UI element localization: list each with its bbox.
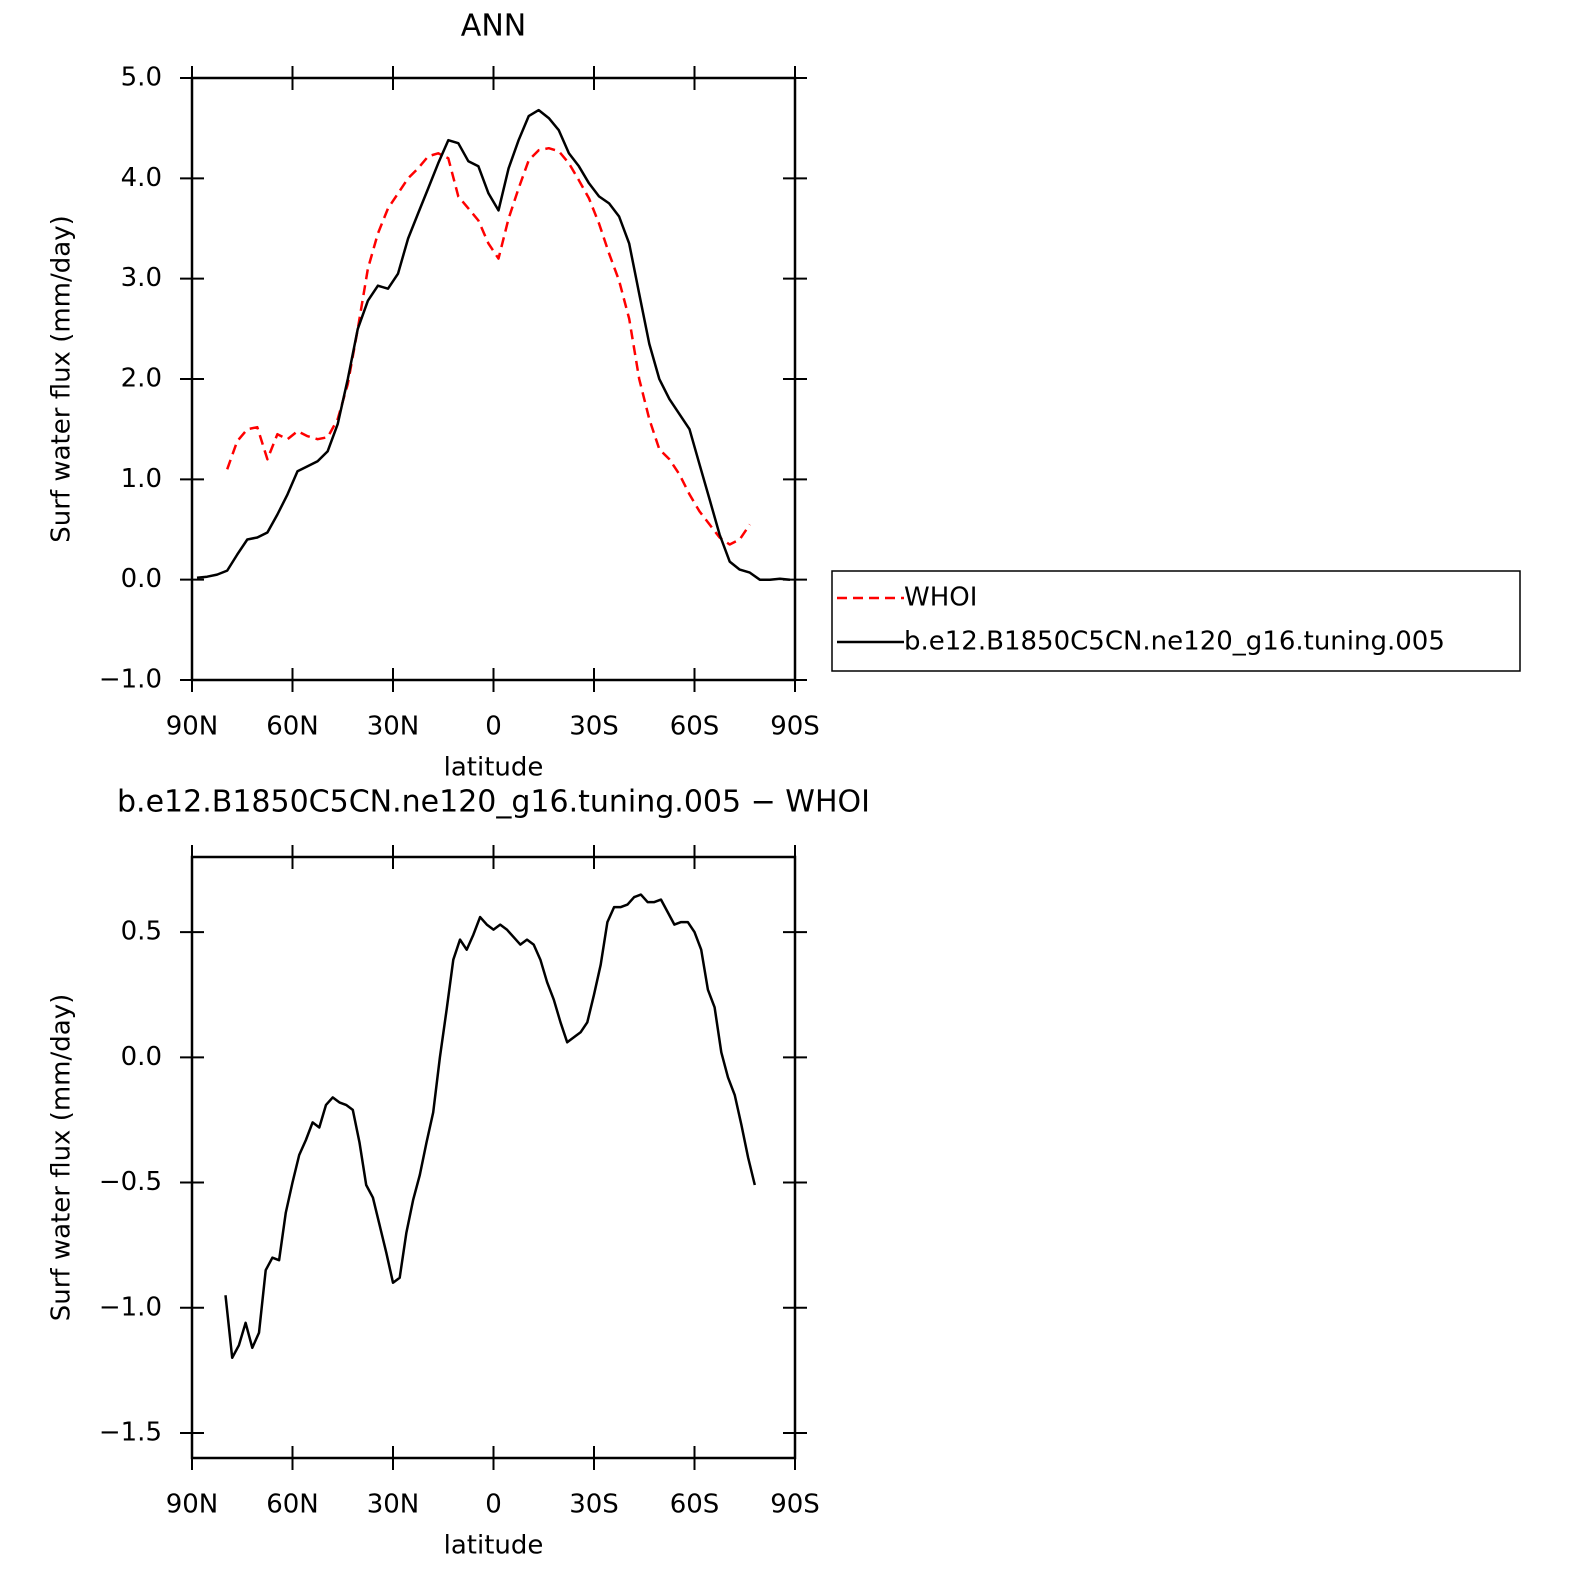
- y-tick-label: 0.5: [121, 917, 162, 947]
- y-tick-label: 5.0: [121, 63, 162, 93]
- plot-frame: [190, 855, 797, 1460]
- y-axis-label: Surf water flux (mm/day): [47, 994, 77, 1321]
- x-axis-label: latitude: [444, 1531, 544, 1561]
- legend-box: [831, 570, 1521, 672]
- x-tick-label: 60S: [670, 712, 720, 742]
- x-axis-label: latitude: [444, 753, 544, 783]
- x-tick-label: 60N: [266, 1490, 319, 1520]
- x-tick-label: 90N: [166, 712, 219, 742]
- chart-title: b.e12.B1850C5CN.ne120_g16.tuning.005 − W…: [117, 785, 870, 820]
- x-tick-label: 0: [485, 1490, 502, 1520]
- y-tick-label: 4.0: [121, 163, 162, 193]
- chart-title: ANN: [461, 9, 526, 44]
- plot-frame: [190, 76, 797, 682]
- legend-label: WHOI: [904, 583, 977, 613]
- x-tick-label: 30N: [367, 712, 420, 742]
- y-tick-label: 1.0: [121, 464, 162, 494]
- x-tick-label: 30S: [569, 712, 619, 742]
- x-tick-label: 30N: [367, 1490, 420, 1520]
- x-tick-label: 90S: [770, 712, 820, 742]
- x-tick-label: 0: [485, 712, 502, 742]
- legend-label: b.e12.B1850C5CN.ne120_g16.tuning.005: [904, 627, 1445, 657]
- x-tick-label: 30S: [569, 1490, 619, 1520]
- y-axis-label: Surf water flux (mm/day): [47, 215, 77, 542]
- data-line: [224, 893, 757, 1360]
- y-tick-label: 2.0: [121, 364, 162, 394]
- y-tick-label: 3.0: [121, 263, 162, 293]
- x-tick-label: 90S: [770, 1490, 820, 1520]
- data-line: [226, 146, 751, 546]
- x-tick-label: 60S: [670, 1490, 720, 1520]
- x-tick-label: 60N: [266, 712, 319, 742]
- y-tick-label: −1.0: [99, 1292, 162, 1322]
- y-tick-label: −0.5: [99, 1167, 162, 1197]
- y-tick-label: −1.0: [99, 665, 162, 695]
- y-tick-label: −1.5: [99, 1417, 162, 1447]
- data-line: [196, 108, 791, 581]
- x-tick-label: 90N: [166, 1490, 219, 1520]
- y-tick-label: 0.0: [121, 564, 162, 594]
- y-tick-label: 0.0: [121, 1042, 162, 1072]
